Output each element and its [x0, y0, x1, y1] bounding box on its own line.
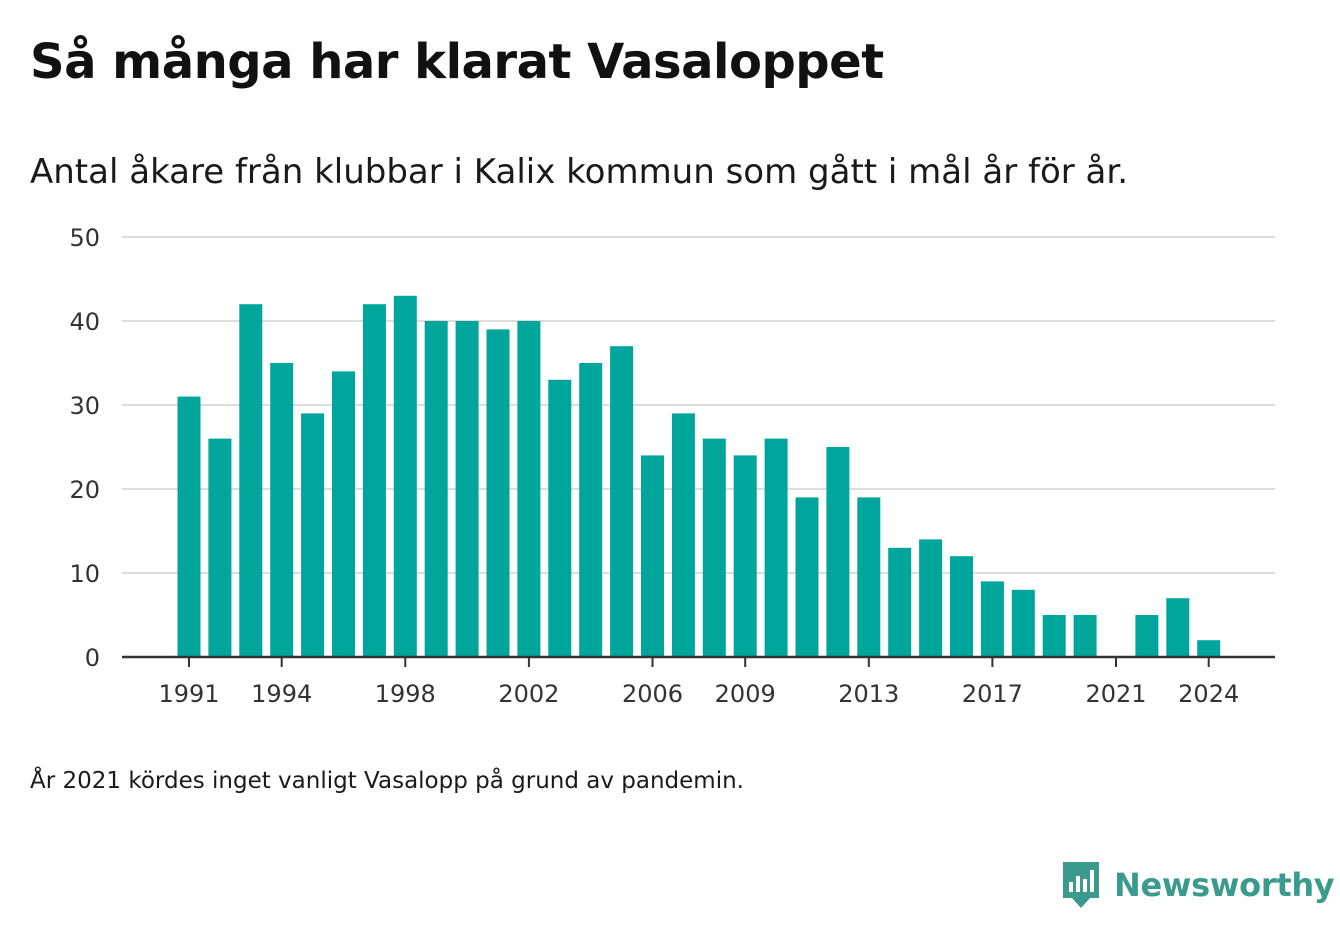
bar-2013: [857, 497, 881, 657]
bar-2015: [919, 539, 943, 657]
x-tick-label: 2013: [838, 680, 899, 708]
bar-1999: [424, 321, 448, 657]
bar-2017: [980, 581, 1004, 657]
y-tick-label: 40: [69, 308, 100, 336]
bar-2005: [610, 346, 634, 657]
y-tick-label: 10: [69, 560, 100, 588]
bar-2007: [671, 413, 695, 657]
bar-2022: [1135, 615, 1159, 657]
x-tick-label: 1998: [375, 680, 436, 708]
bar-2023: [1166, 598, 1190, 657]
chart-title: Så många har klarat Vasaloppet: [30, 34, 884, 90]
bar-2003: [548, 379, 572, 657]
bar-1998: [393, 295, 417, 657]
x-tick-label: 2024: [1178, 680, 1239, 708]
y-tick-label: 20: [69, 476, 100, 504]
bar-1997: [362, 304, 386, 657]
chart-subtitle: Antal åkare från klubbar i Kalix kommun …: [30, 152, 1129, 192]
bar-2020: [1073, 615, 1097, 657]
bar-2016: [950, 556, 973, 657]
brand: Newsworthy: [1060, 860, 1335, 910]
bar-1995: [301, 413, 325, 657]
bar-2002: [517, 321, 541, 657]
bar-2001: [486, 329, 510, 657]
y-tick-label: 30: [69, 392, 100, 420]
newsworthy-logo-icon: [1063, 862, 1099, 908]
bar-chart: 0 10 20 30 40 50 1991 1994 1998 2002 2006 2009 2013…: [69, 224, 1275, 708]
bar-2019: [1042, 615, 1066, 657]
bar-2008: [702, 438, 726, 657]
brand-name: Newsworthy: [1114, 866, 1335, 904]
x-tick-label: 2006: [622, 680, 683, 708]
bar-1993: [239, 304, 263, 657]
bars: [177, 295, 1221, 657]
x-tick-label: 2021: [1085, 680, 1146, 708]
bar-2024: [1197, 640, 1221, 657]
bar-2011: [795, 497, 819, 657]
y-tick-label: 50: [69, 224, 100, 252]
bar-1992: [208, 438, 232, 657]
y-axis-labels: 0 10 20 30 40 50: [69, 224, 100, 672]
x-tick-label: 1991: [158, 680, 219, 708]
footnote: År 2021 kördes inget vanligt Vasalopp på…: [30, 768, 744, 794]
bar-1994: [270, 363, 294, 657]
bar-2018: [1011, 589, 1035, 657]
x-axis-labels: 1991 1994 1998 2002 2006 2009 2013 2017 2021 2024: [158, 680, 1239, 708]
bar-2000: [455, 321, 479, 657]
x-tick-label: 2017: [962, 680, 1023, 708]
bar-2010: [764, 438, 788, 657]
gridlines: [122, 236, 1275, 574]
bar-2009: [733, 455, 757, 657]
x-tick-label: 2002: [498, 680, 559, 708]
bar-1996: [332, 371, 355, 657]
bar-1991: [177, 396, 201, 657]
bar-2014: [888, 547, 912, 657]
bar-2012: [826, 447, 850, 657]
y-tick-label: 0: [85, 644, 100, 672]
x-tick-label: 2009: [715, 680, 776, 708]
axes: [122, 655, 1275, 667]
x-tick-label: 1994: [251, 680, 312, 708]
bar-2006: [641, 455, 664, 657]
bar-2004: [579, 363, 603, 657]
